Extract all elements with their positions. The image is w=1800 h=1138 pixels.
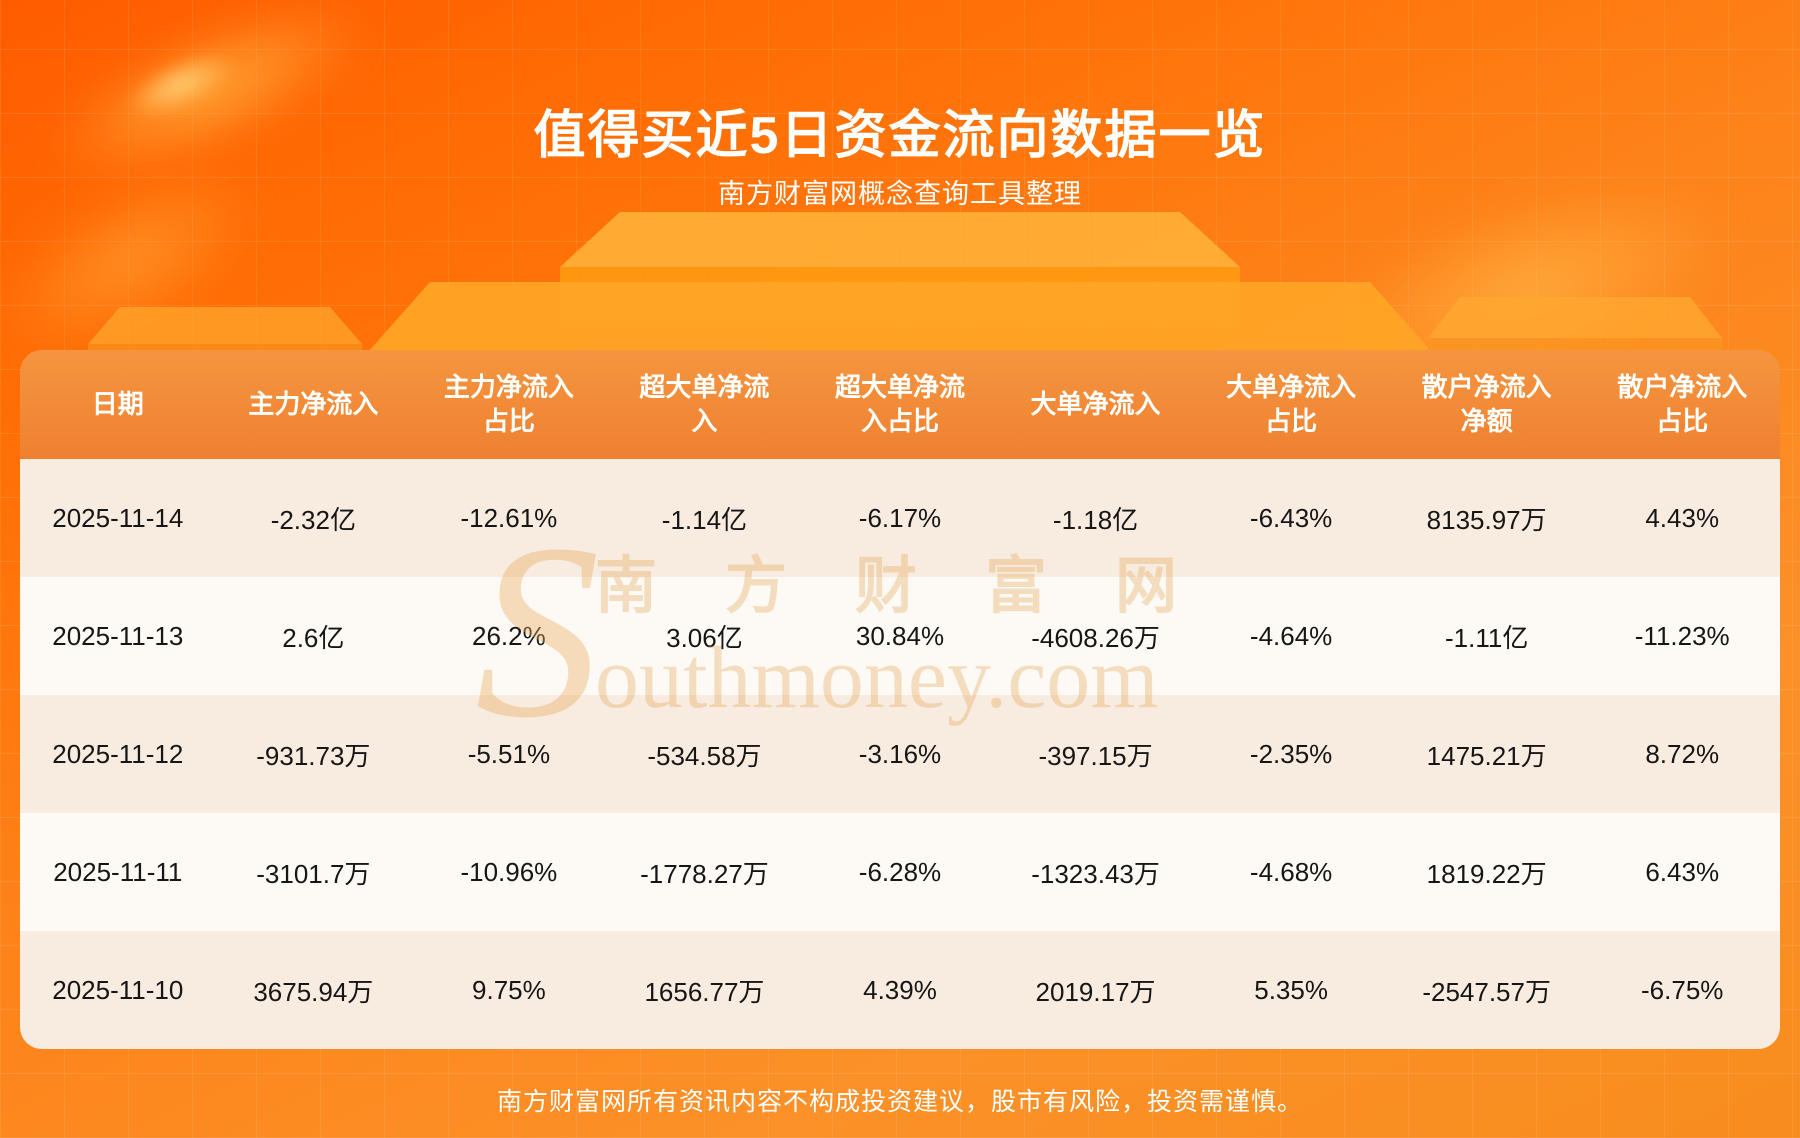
value-cell: -1778.27万: [640, 858, 769, 889]
column-header: 超大单净流入: [639, 371, 770, 436]
value-cell: -3.16%: [858, 738, 942, 769]
value-cell: -2.35%: [1249, 738, 1333, 769]
value-cell: -4.64%: [1249, 620, 1333, 651]
date-cell: 2025-11-12: [52, 738, 184, 769]
value-cell: 3675.94万: [253, 976, 374, 1007]
column-header: 大单净流入: [1030, 388, 1161, 419]
value-cell: -1.14亿: [661, 504, 748, 535]
table-row: 2025-11-12 -931.73万 -5.51% -534.58万 -3.16% -3…: [20, 695, 1780, 813]
value-cell: -10.96%: [460, 856, 558, 887]
column-header: 散户净流入占比: [1617, 371, 1748, 436]
value-cell: -6.43%: [1249, 502, 1333, 533]
page-title: 值得买近5日资金流向数据一览: [533, 106, 1267, 165]
date-cell: 2025-11-11: [53, 856, 183, 887]
value-cell: 4.43%: [1645, 502, 1720, 533]
value-cell: -6.75%: [1641, 974, 1724, 1005]
value-cell: 1819.22万: [1426, 858, 1547, 889]
column-header: 超大单净流入占比: [834, 371, 965, 436]
date-cell: 2025-11-14: [52, 502, 184, 533]
value-cell: -1323.43万: [1031, 858, 1160, 889]
value-cell: -397.15万: [1038, 740, 1153, 771]
date-cell: 2025-11-13: [52, 620, 184, 651]
disclaimer-text: 南方财富网所有资讯内容不构成投资建议，股市有风险，投资需谨慎。: [496, 1088, 1303, 1116]
table-header-row: 日期 主力净流入 主力净流入占比 超大单净流入 超大单净流入占比 大单净流入 大单净流入占比…: [20, 350, 1780, 459]
value-cell: -6.28%: [858, 856, 942, 887]
value-cell: -2547.57万: [1422, 976, 1551, 1007]
column-header: 主力净流入: [248, 388, 379, 419]
money-flow-table: 日期 主力净流入 主力净流入占比 超大单净流入 超大单净流入占比 大单净流入 大单净流入占比…: [20, 350, 1780, 1049]
value-cell: 2019.17万: [1035, 976, 1156, 1007]
value-cell: 5.35%: [1254, 974, 1328, 1005]
column-header: 散户净流入净额: [1421, 371, 1552, 436]
value-cell: -6.17%: [858, 502, 942, 533]
value-cell: -11.23%: [1634, 620, 1730, 651]
value-cell: -12.61%: [460, 502, 558, 533]
table-body: 2025-11-14 -2.32亿 -12.61% -1.14亿 -6.17% -1.18…: [20, 459, 1780, 1049]
value-cell: 26.2%: [472, 620, 546, 651]
column-header: 主力净流入占比: [443, 371, 574, 436]
value-cell: 1475.21万: [1426, 740, 1547, 771]
value-cell: 9.75%: [472, 974, 546, 1005]
value-cell: -5.51%: [467, 738, 551, 769]
value-cell: -3101.7万: [256, 858, 371, 889]
page-subtitle: 南方财富网概念查询工具整理: [718, 179, 1082, 209]
table-row: 2025-11-13 2.6亿 26.2% 3.06亿 30.84% -4608.26万 -…: [20, 577, 1780, 695]
value-cell: 8135.97万: [1426, 504, 1547, 535]
value-cell: -4.68%: [1249, 856, 1333, 887]
value-cell: -1.18亿: [1052, 504, 1139, 535]
value-cell: -1.11亿: [1444, 622, 1529, 653]
table-row: 2025-11-10 3675.94万 9.75% 1656.77万 4.39% 2019…: [20, 931, 1780, 1049]
table-row: 2025-11-14 -2.32亿 -12.61% -1.14亿 -6.17% -1.18…: [20, 459, 1780, 577]
value-cell: 2.6亿: [282, 622, 345, 653]
value-cell: -4608.26万: [1031, 622, 1160, 653]
column-header: 日期: [91, 388, 144, 419]
value-cell: -534.58万: [647, 740, 762, 771]
value-cell: 3.06亿: [666, 622, 743, 653]
value-cell: -931.73万: [256, 740, 371, 771]
value-cell: 6.43%: [1645, 856, 1720, 887]
value-cell: 4.39%: [863, 974, 937, 1005]
value-cell: -2.32亿: [270, 504, 356, 535]
column-header: 大单净流入占比: [1226, 371, 1357, 436]
value-cell: 30.84%: [855, 620, 945, 651]
date-cell: 2025-11-10: [52, 974, 184, 1005]
table-row: 2025-11-11 -3101.7万 -10.96% -1778.27万 -6.28%…: [20, 813, 1780, 931]
value-cell: 8.72%: [1645, 738, 1720, 769]
value-cell: 1656.77万: [644, 976, 765, 1007]
